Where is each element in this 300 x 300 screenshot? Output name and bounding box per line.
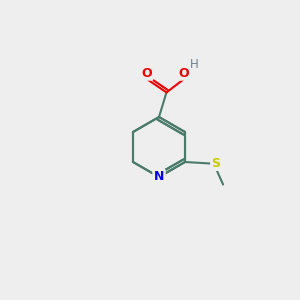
Text: H: H <box>190 58 199 71</box>
Text: N: N <box>154 170 164 184</box>
Text: O: O <box>178 67 189 80</box>
Text: O: O <box>142 67 152 80</box>
Text: S: S <box>211 157 220 170</box>
